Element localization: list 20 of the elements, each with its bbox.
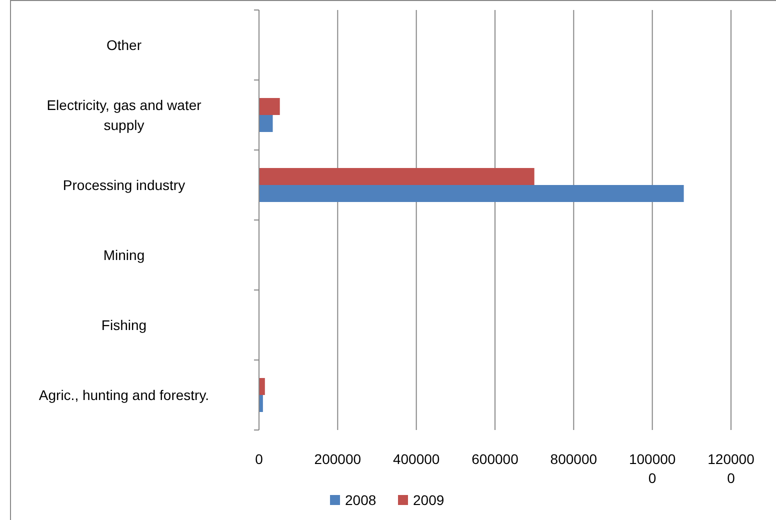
x-tick-label: 800000 — [550, 451, 598, 467]
x-tick-label: 200000 — [314, 451, 362, 467]
y-tick-label: Other — [106, 37, 142, 53]
legend-label: 2008 — [345, 492, 376, 508]
x-tick-label: 1000000 — [628, 451, 676, 486]
x-tick-label: 0 — [255, 451, 264, 467]
bar — [259, 115, 273, 132]
bar — [259, 168, 534, 185]
y-tick-label: Electricity, gas and water supply — [46, 97, 202, 133]
y-tick-label: Processing industry — [62, 177, 186, 193]
y-tick-label: Agric., hunting and forestry. — [38, 387, 210, 403]
legend-label: 2009 — [413, 492, 444, 508]
x-tick-label: 400000 — [392, 451, 440, 467]
y-tick-label: Mining — [103, 247, 145, 263]
bar — [259, 98, 280, 115]
bar — [259, 185, 684, 202]
x-tick-label: 1200000 — [708, 451, 755, 486]
bar — [259, 378, 265, 395]
y-tick-label: Fishing — [101, 317, 147, 333]
x-tick-label: 600000 — [472, 451, 519, 467]
